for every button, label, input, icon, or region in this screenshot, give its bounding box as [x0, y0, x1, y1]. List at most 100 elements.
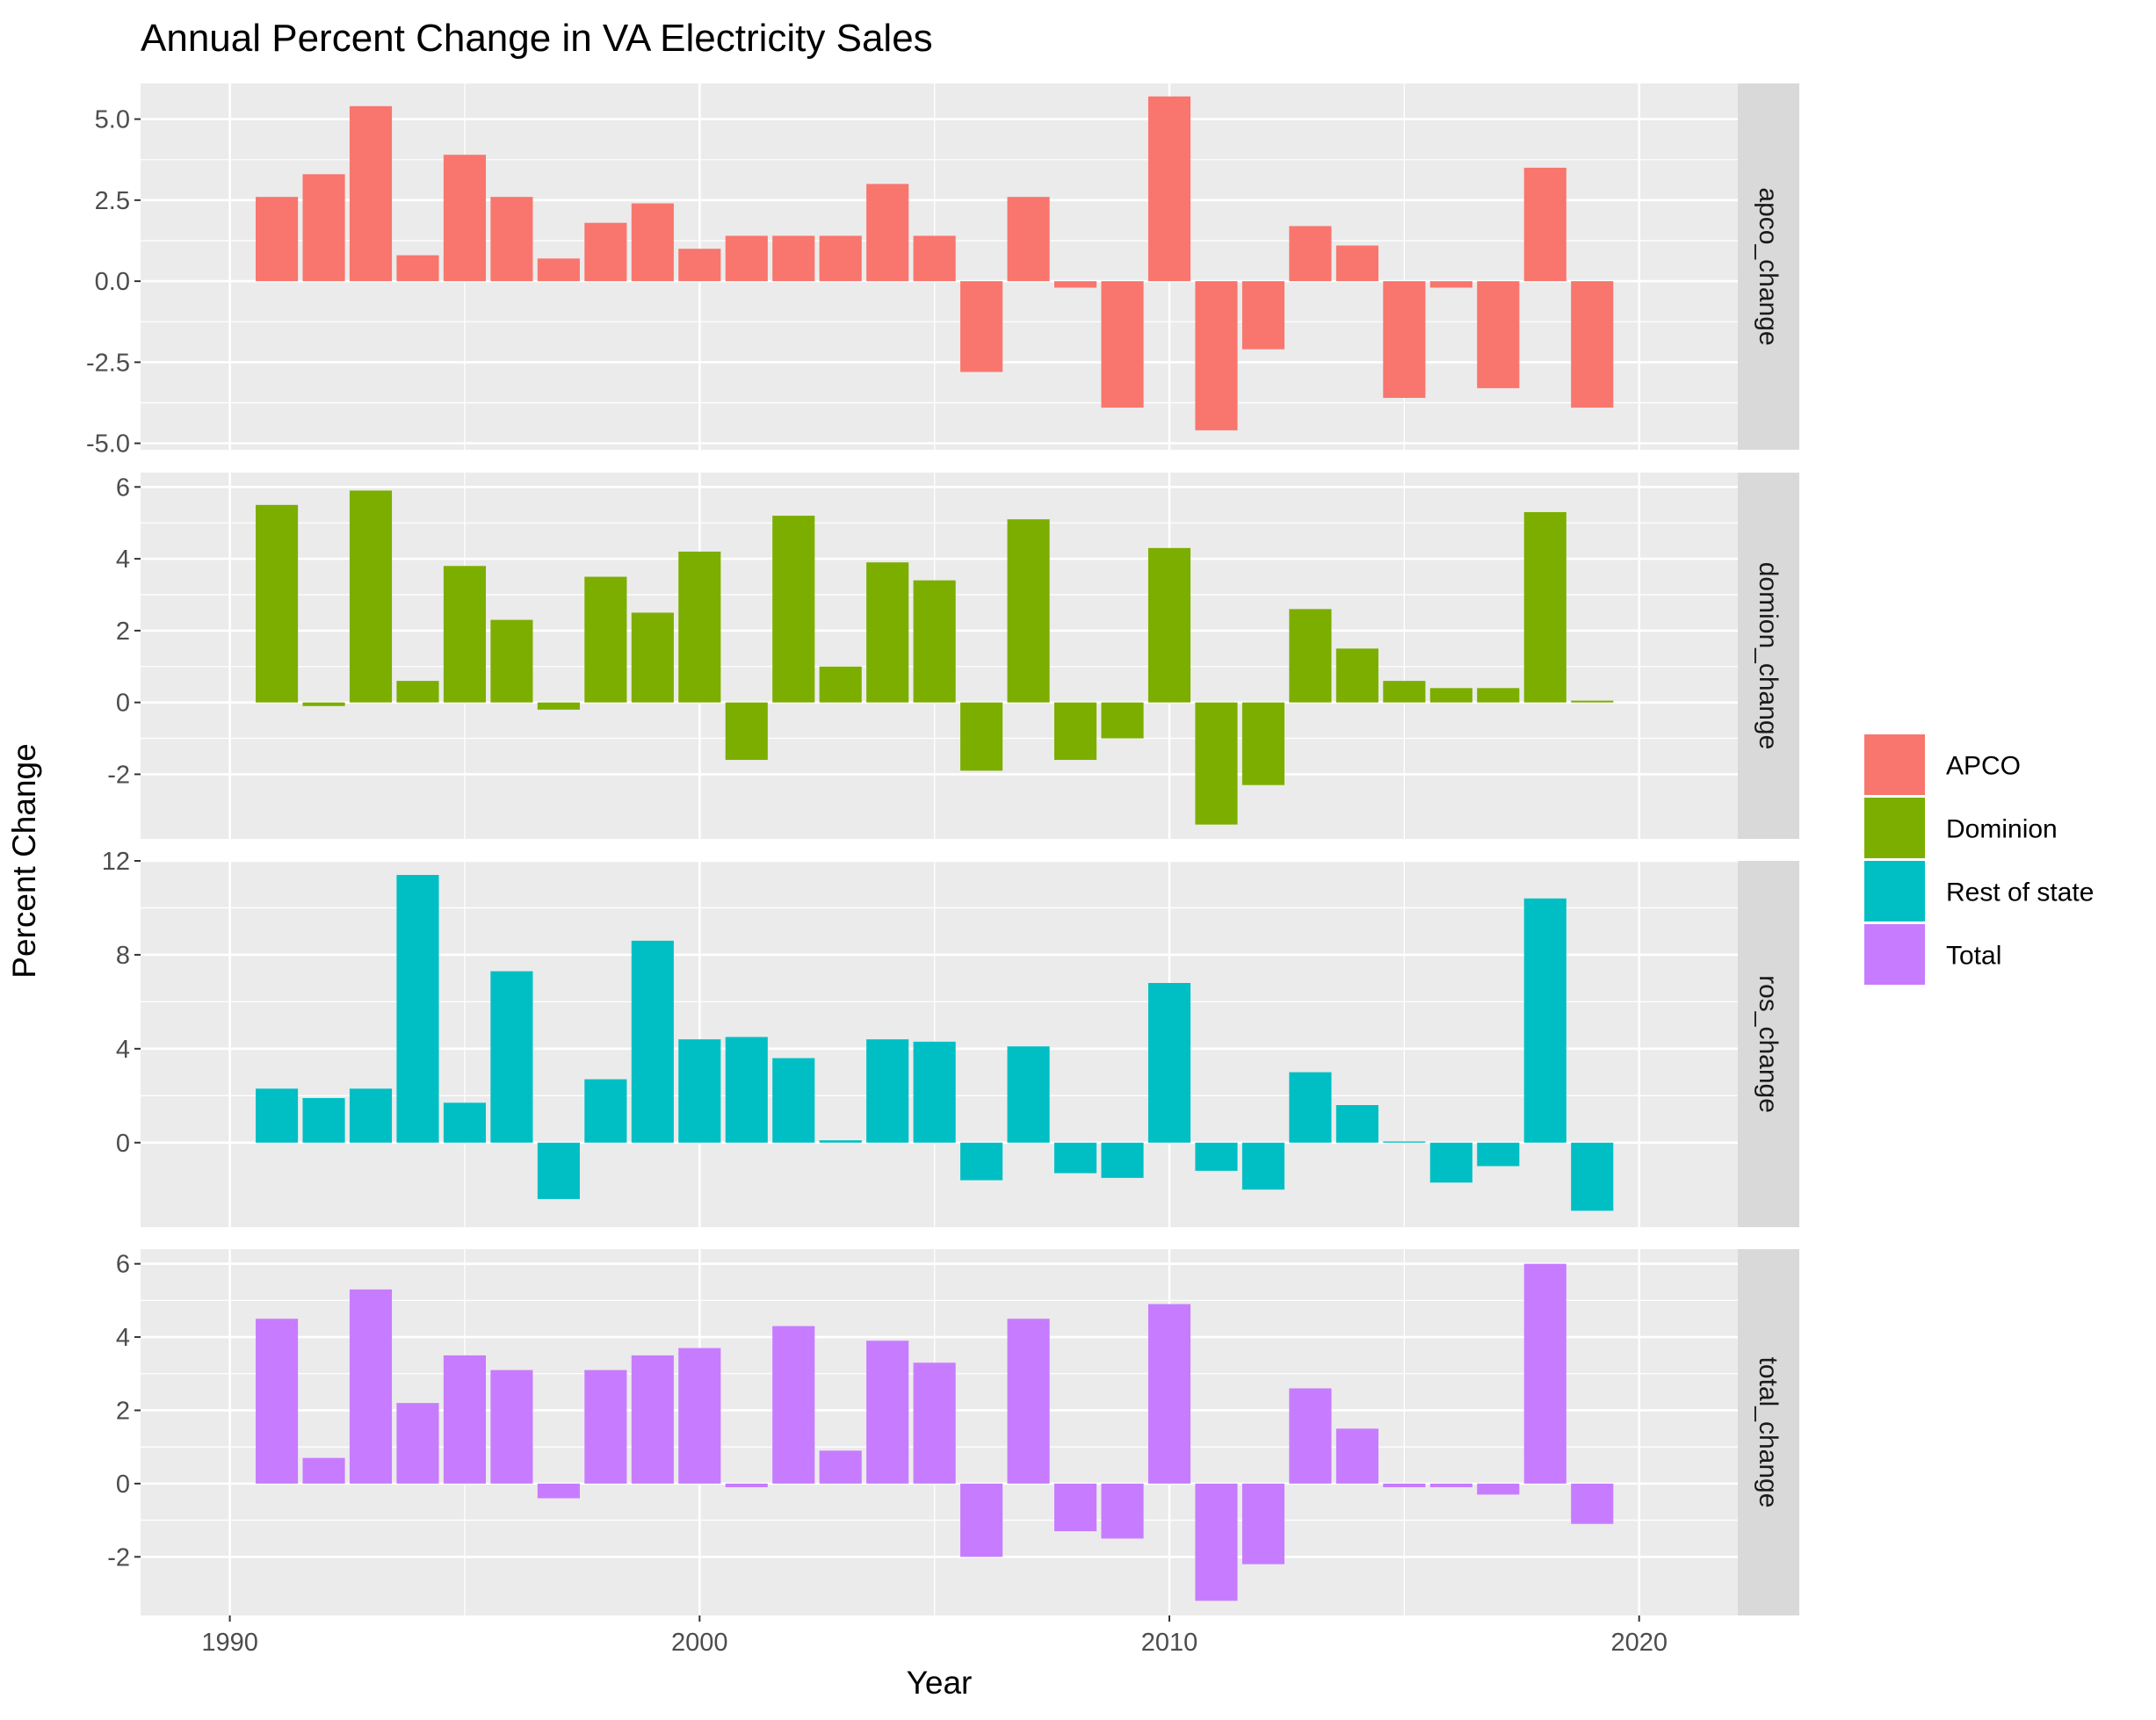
bar: [302, 1457, 345, 1484]
bar: [819, 666, 862, 703]
bar: [631, 940, 674, 1143]
bar: [490, 197, 533, 282]
x-tick-label: 2000: [671, 1629, 728, 1657]
legend-key: [1864, 734, 1925, 795]
legend-key: [1864, 924, 1925, 985]
y-tick-label: -2: [107, 761, 130, 789]
y-tick-label: 2.5: [95, 187, 130, 215]
facet-panel-ros_change: 0 4 8 12 ros_change: [102, 848, 1799, 1227]
y-tick-label: 0: [116, 690, 130, 718]
bar: [866, 184, 909, 282]
bar: [772, 235, 815, 282]
bar: [443, 1102, 487, 1143]
bar: [302, 1097, 345, 1143]
bar: [631, 1355, 674, 1484]
y-tick-label: 0: [116, 1471, 130, 1499]
bar: [1289, 226, 1332, 282]
bar: [1007, 519, 1050, 703]
bar: [772, 1058, 815, 1143]
facet-strip-label: ros_change: [1754, 975, 1783, 1113]
bar: [1054, 702, 1097, 761]
facet-strip-label: total_change: [1754, 1357, 1783, 1508]
y-tick-label: 4: [116, 1324, 130, 1352]
bar: [913, 580, 956, 703]
bar: [1054, 281, 1097, 288]
y-tick-label: 4: [116, 546, 130, 574]
bar: [725, 702, 768, 761]
bar: [631, 612, 674, 703]
bar: [256, 1088, 299, 1143]
bar: [537, 1483, 580, 1499]
bar: [960, 281, 1003, 372]
bar: [1383, 281, 1426, 398]
bar: [1241, 702, 1285, 785]
x-tick-label: 1990: [201, 1629, 258, 1657]
bar: [913, 1041, 956, 1143]
bar: [256, 197, 299, 282]
bar: [1054, 1483, 1097, 1532]
bar: [1523, 511, 1566, 703]
bar: [349, 1088, 393, 1143]
bar: [584, 222, 627, 282]
facet-strip: [1738, 861, 1799, 1227]
bar: [678, 1039, 721, 1143]
bar: [1241, 281, 1285, 350]
y-tick-label: 12: [102, 848, 130, 876]
bar: [1007, 1046, 1050, 1143]
bar: [1335, 1428, 1378, 1484]
legend-label: APCO: [1946, 752, 2021, 781]
bar: [584, 1369, 627, 1484]
y-tick-label: -2: [107, 1543, 130, 1572]
facet-panel-total_change: -2 0 2 4 6 total_change: [107, 1249, 1799, 1615]
bar: [1101, 1483, 1144, 1539]
bar: [772, 1326, 815, 1484]
y-tick-label: 6: [116, 473, 130, 502]
y-tick-label: 0: [116, 1130, 130, 1158]
bar: [1523, 1263, 1566, 1484]
legend-key: [1864, 798, 1925, 858]
bar: [1477, 688, 1520, 703]
bar: [913, 1362, 956, 1484]
bar: [256, 1319, 299, 1484]
bar: [1383, 1141, 1426, 1143]
legend: APCO Dominion Rest of state Total: [1864, 734, 2094, 985]
x-tick-label: 2020: [1610, 1629, 1668, 1657]
bar: [1335, 1105, 1378, 1143]
legend-key: [1864, 861, 1925, 921]
bar: [396, 875, 439, 1143]
bar: [1101, 281, 1144, 408]
bar: [349, 1289, 393, 1484]
y-tick-label: 2: [116, 1397, 130, 1425]
bar: [443, 566, 487, 703]
bar: [1429, 688, 1472, 703]
bar: [349, 105, 393, 282]
x-axis-title: Year: [907, 1665, 973, 1701]
bar: [1147, 1304, 1191, 1484]
bar: [1429, 281, 1472, 288]
legend-label: Rest of state: [1946, 878, 2094, 907]
bar: [960, 1483, 1003, 1557]
bar: [1007, 197, 1050, 282]
bar: [1477, 1142, 1520, 1167]
bar: [1054, 1142, 1097, 1174]
bar: [537, 1142, 580, 1199]
bar: [1523, 898, 1566, 1143]
bar: [1429, 1483, 1472, 1488]
bar: [1571, 281, 1614, 408]
bar: [1007, 1319, 1050, 1484]
bar: [584, 1079, 627, 1143]
bar: [819, 235, 862, 282]
bar: [913, 235, 956, 282]
x-axis: 1990 2000 2010 2020: [201, 1615, 1668, 1657]
bar: [866, 1341, 909, 1484]
bar: [1383, 681, 1426, 703]
bar: [1477, 1483, 1520, 1495]
y-tick-label: 2: [116, 618, 130, 646]
y-axis-title: Percent Change: [6, 743, 42, 978]
bar: [1477, 281, 1520, 388]
bar: [960, 1142, 1003, 1181]
y-tick-label: 5.0: [95, 106, 130, 134]
bar: [1571, 1483, 1614, 1524]
bar: [1335, 245, 1378, 282]
bar: [866, 1039, 909, 1143]
